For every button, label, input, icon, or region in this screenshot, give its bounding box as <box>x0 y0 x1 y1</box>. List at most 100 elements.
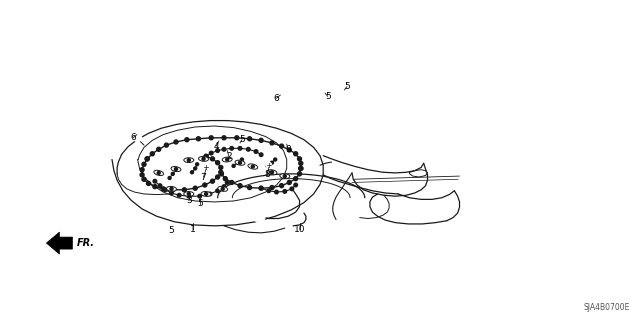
Text: 9: 9 <box>285 145 291 154</box>
Circle shape <box>275 190 278 194</box>
Circle shape <box>193 186 197 190</box>
Circle shape <box>168 176 171 180</box>
Ellipse shape <box>248 164 258 169</box>
Text: 5: 5 <box>325 92 330 101</box>
Circle shape <box>150 152 154 156</box>
Ellipse shape <box>184 191 194 197</box>
Circle shape <box>270 186 274 189</box>
Text: 8: 8 <box>265 170 270 179</box>
Ellipse shape <box>171 167 181 172</box>
Text: 10: 10 <box>294 225 305 234</box>
Circle shape <box>298 172 301 176</box>
Circle shape <box>153 185 157 189</box>
Ellipse shape <box>218 186 228 191</box>
Circle shape <box>230 181 234 184</box>
Text: 2: 2 <box>227 152 232 161</box>
Circle shape <box>232 164 235 167</box>
Circle shape <box>140 173 144 177</box>
Circle shape <box>203 183 207 187</box>
Circle shape <box>222 147 226 151</box>
Circle shape <box>158 184 162 188</box>
Circle shape <box>194 167 196 170</box>
Circle shape <box>164 143 168 147</box>
Circle shape <box>203 164 209 169</box>
Circle shape <box>188 159 190 162</box>
Text: 7: 7 <box>201 173 206 182</box>
Circle shape <box>187 194 191 198</box>
Circle shape <box>161 187 165 191</box>
Circle shape <box>145 157 149 161</box>
Text: 5: 5 <box>197 199 202 208</box>
Ellipse shape <box>280 174 290 179</box>
Circle shape <box>205 192 207 196</box>
Ellipse shape <box>154 170 164 175</box>
Circle shape <box>219 166 223 169</box>
Circle shape <box>175 167 177 171</box>
Circle shape <box>266 162 272 168</box>
Circle shape <box>220 172 223 176</box>
Text: 1: 1 <box>191 225 196 234</box>
Circle shape <box>259 153 263 157</box>
Circle shape <box>278 92 285 100</box>
Circle shape <box>230 146 234 150</box>
Circle shape <box>185 138 189 142</box>
Circle shape <box>290 187 294 191</box>
Circle shape <box>140 168 144 172</box>
Circle shape <box>266 164 269 167</box>
Circle shape <box>196 137 200 141</box>
Circle shape <box>202 157 205 160</box>
Circle shape <box>196 163 198 166</box>
Text: 4: 4 <box>214 142 219 151</box>
Circle shape <box>225 181 229 184</box>
Circle shape <box>253 210 265 222</box>
Circle shape <box>204 154 208 158</box>
Circle shape <box>223 177 227 181</box>
Circle shape <box>211 157 214 161</box>
Text: 3: 3 <box>186 196 191 205</box>
Circle shape <box>248 186 252 189</box>
Ellipse shape <box>267 170 277 175</box>
Circle shape <box>198 194 202 198</box>
Circle shape <box>216 189 220 193</box>
Circle shape <box>287 181 291 184</box>
Circle shape <box>170 187 173 190</box>
Text: 6: 6 <box>274 94 279 103</box>
Circle shape <box>299 167 303 170</box>
Circle shape <box>157 147 161 151</box>
Circle shape <box>219 170 223 174</box>
Circle shape <box>170 191 173 195</box>
Ellipse shape <box>166 186 177 191</box>
Text: FR.: FR. <box>76 238 95 248</box>
Circle shape <box>182 188 186 192</box>
Circle shape <box>271 161 273 164</box>
Circle shape <box>211 179 214 183</box>
Circle shape <box>191 171 193 174</box>
Circle shape <box>204 154 208 158</box>
Circle shape <box>287 148 291 152</box>
Circle shape <box>294 177 298 181</box>
Circle shape <box>246 147 250 151</box>
Circle shape <box>209 136 213 140</box>
Text: SJA4B0700E: SJA4B0700E <box>584 303 630 312</box>
Circle shape <box>270 141 274 145</box>
Circle shape <box>241 158 243 161</box>
Circle shape <box>238 184 242 188</box>
Circle shape <box>147 182 150 185</box>
Circle shape <box>157 171 160 174</box>
Circle shape <box>145 157 149 161</box>
Circle shape <box>252 165 254 168</box>
Circle shape <box>216 149 220 152</box>
Circle shape <box>221 187 224 190</box>
Circle shape <box>254 150 258 153</box>
Circle shape <box>283 189 287 193</box>
Circle shape <box>134 134 141 142</box>
Circle shape <box>280 144 284 148</box>
Circle shape <box>284 174 286 178</box>
Circle shape <box>172 172 174 175</box>
Circle shape <box>235 136 239 140</box>
Ellipse shape <box>198 156 209 161</box>
Circle shape <box>208 192 212 196</box>
Circle shape <box>259 138 263 142</box>
Ellipse shape <box>222 157 232 162</box>
Circle shape <box>171 188 175 192</box>
